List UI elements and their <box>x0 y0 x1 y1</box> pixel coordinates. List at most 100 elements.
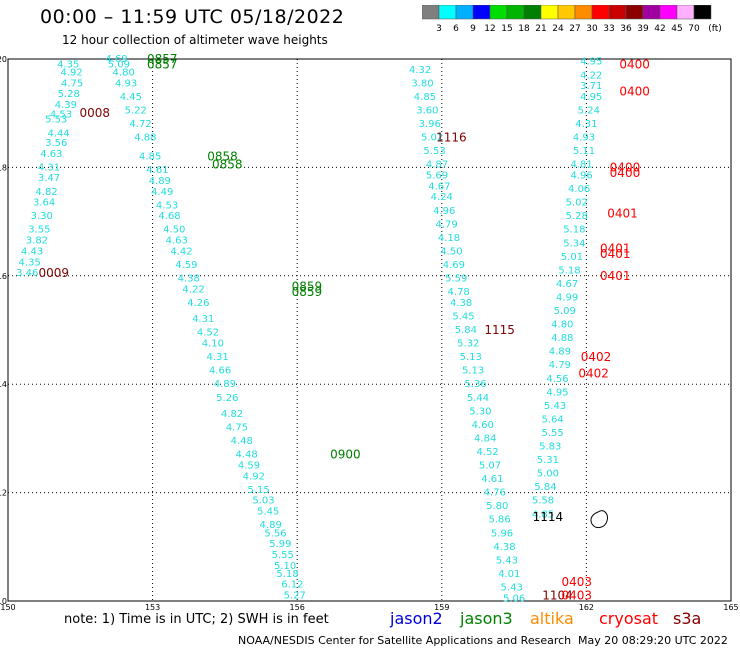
wave-height-value: 4.76 <box>484 488 506 499</box>
pass-time-label: 0400 <box>619 57 650 71</box>
wave-height-value: 5.28 <box>58 89 80 100</box>
legend-jason2: jason2 <box>390 609 443 628</box>
wave-height-value: 5.26 <box>216 393 238 404</box>
wave-height-value: 4.89 <box>214 379 236 390</box>
pass-time-label: 0859 <box>292 285 323 299</box>
wave-height-value: 4.95 <box>580 92 602 103</box>
wave-height-value: 5.27 <box>284 591 306 602</box>
wave-height-value: 4.35 <box>19 257 41 268</box>
x-tick-label: 153 <box>145 603 160 612</box>
x-tick-label: 150 <box>0 603 15 612</box>
wave-height-value: 4.95 <box>580 57 602 68</box>
colorbar-label: 9 <box>470 24 476 33</box>
pass-time-label: 0401 <box>600 242 631 256</box>
wave-height-value: 5.53 <box>45 115 67 126</box>
wave-height-value: 4.95 <box>546 387 568 398</box>
wave-height-value: 5.30 <box>469 406 491 417</box>
wave-height-value: 4.45 <box>120 92 142 103</box>
pass-time-label: 0858 <box>212 158 243 172</box>
wave-height-value: 5.55 <box>272 550 294 561</box>
wave-height-value: 5.34 <box>563 238 585 249</box>
wave-height-value: 4.75 <box>61 78 83 89</box>
colorbar-label: 3 <box>436 24 442 33</box>
wave-height-value: 4.92 <box>60 68 82 79</box>
wave-height-value: 4.89 <box>260 520 282 531</box>
wave-height-value: 4.89 <box>149 176 171 187</box>
pass-time-label: 1104 <box>542 589 573 603</box>
wave-height-value: 5.43 <box>501 582 523 593</box>
wave-height-value: 4.56 <box>546 374 568 385</box>
wave-height-value: 3.60 <box>416 105 438 116</box>
y-tick-label: 12 <box>0 489 7 498</box>
pass-time-label: 0400 <box>610 160 641 174</box>
pass-time-label: 0857 <box>147 52 178 66</box>
wave-height-value: 4.53 <box>156 200 178 211</box>
colorbar-label: 33 <box>603 24 614 33</box>
wave-height-value: 5.31 <box>537 455 559 466</box>
pass-time-label: 1116 <box>436 131 467 145</box>
wave-height-value: 4.68 <box>158 211 180 222</box>
wave-height-value: 4.22 <box>182 284 204 295</box>
wave-height-value: 4.85 <box>139 152 161 163</box>
wave-height-value: 4.24 <box>431 192 453 203</box>
legend-altika: altika <box>530 609 574 628</box>
wave-height-value: 4.69 <box>105 54 127 65</box>
wave-height-value: 3.47 <box>38 173 60 184</box>
wave-height-value: 3.30 <box>31 211 53 222</box>
wave-height-value: 4.61 <box>146 165 168 176</box>
wave-height-value: 5.13 <box>460 352 482 363</box>
colorbar-label: 45 <box>671 24 682 33</box>
wave-height-value: 3.82 <box>26 236 48 247</box>
wave-height-value: 4.39 <box>55 100 77 111</box>
colorbar-label: 36 <box>620 24 632 33</box>
wave-height-value: 3.55 <box>28 225 50 236</box>
pass-time-label: 0403 <box>561 575 592 589</box>
wave-height-value: 4.61 <box>481 474 503 485</box>
wave-height-value: 5.00 <box>537 469 559 480</box>
wave-height-value: 5.01 <box>561 252 583 263</box>
wave-height-value: 4.96 <box>570 171 592 182</box>
wave-height-value: 4.88 <box>134 133 156 144</box>
colorbar-label: 21 <box>535 24 546 33</box>
wave-height-value: 5.07 <box>479 461 501 472</box>
wave-height-value: 4.89 <box>549 347 571 358</box>
wave-height-value: 4.06 <box>568 184 590 195</box>
page-subtitle: 12 hour collection of altimeter wave hei… <box>62 33 328 47</box>
wave-height-value: 5.56 <box>264 528 286 539</box>
wave-height-value: 4.69 <box>443 260 465 271</box>
wave-height-value: 4.31 <box>575 119 597 130</box>
wave-height-value: 5.96 <box>491 528 513 539</box>
wave-height-value: 5.43 <box>544 401 566 412</box>
pass-time-label: 1114 <box>533 510 564 524</box>
wave-height-value: 4.72 <box>129 119 151 130</box>
wave-height-value: 4.82 <box>221 409 243 420</box>
colorbar-label: 70 <box>688 24 700 33</box>
wave-height-value: 4.31 <box>192 314 214 325</box>
wave-height-value: 4.84 <box>474 433 496 444</box>
wave-height-value: 5.45 <box>257 507 279 518</box>
wave-height-value: 4.31 <box>38 162 60 173</box>
y-tick-label: 18 <box>0 163 7 172</box>
pass-time-label: 0900 <box>330 448 361 462</box>
pass-time-label: 0402 <box>578 366 609 380</box>
wave-height-value: 4.44 <box>47 128 69 139</box>
colorbar-label: 27 <box>569 24 580 33</box>
legend-s3a: s3a <box>673 609 702 628</box>
wave-height-value: 4.96 <box>433 206 455 217</box>
wave-height-value: 4.87 <box>426 160 448 171</box>
wave-height-value: 4.88 <box>551 333 573 344</box>
colorbar-label: 15 <box>501 24 512 33</box>
wave-height-value: 4.18 <box>438 233 460 244</box>
pass-time-label: 0857 <box>147 57 178 71</box>
pass-time-label: 0400 <box>610 166 641 180</box>
pass-time-label: 0008 <box>79 106 110 120</box>
wave-height-value: 4.59 <box>175 260 197 271</box>
wave-height-value: 4.53 <box>50 109 72 120</box>
pass-time-label: 0401 <box>600 247 631 261</box>
wave-height-value: 4.50 <box>163 225 185 236</box>
wave-height-value: 4.80 <box>113 68 135 79</box>
colorbar-legend: 3 6 9 12 15 18 21 24 27 30 33 36 39 42 45 70 (ft) <box>422 5 722 33</box>
wave-height-value: 4.10 <box>202 339 224 350</box>
wave-height-value: 5.45 <box>452 311 474 322</box>
wave-height-value: 4.48 <box>235 450 257 461</box>
